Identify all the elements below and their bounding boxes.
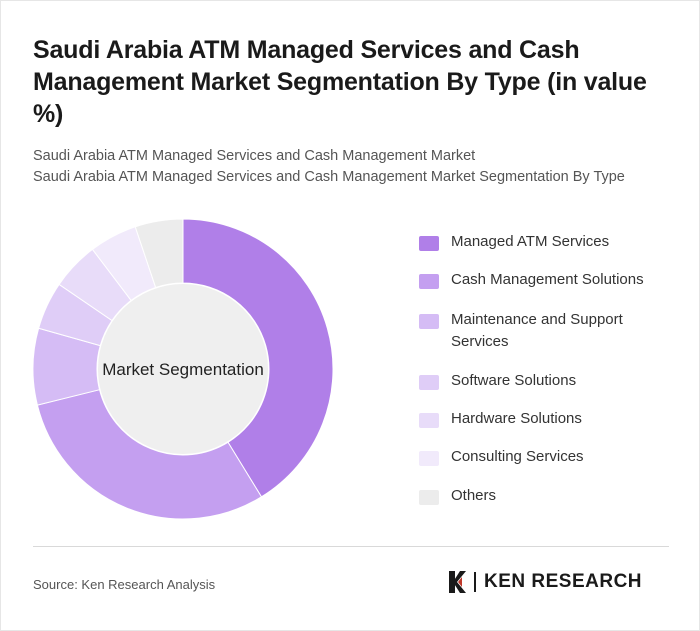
legend-item: Hardware Solutions bbox=[419, 408, 661, 430]
legend-swatch bbox=[419, 274, 439, 289]
slice-managed-atm-services bbox=[182, 218, 334, 498]
legend-label: Hardware Solutions bbox=[451, 410, 582, 427]
legend-swatch bbox=[419, 490, 439, 505]
legend-label: Maintenance and Support Services bbox=[451, 311, 623, 350]
subtitle-line-2: Saudi Arabia ATM Managed Services and Ca… bbox=[33, 169, 625, 185]
donut-center bbox=[98, 284, 268, 454]
legend-item: Managed ATM Services bbox=[419, 231, 661, 253]
subtitle-line-1: Saudi Arabia ATM Managed Services and Ca… bbox=[33, 148, 476, 164]
legend-label: Consulting Services bbox=[451, 448, 584, 465]
ken-research-logo: KEN RESEARCH bbox=[448, 570, 642, 594]
center-label: Market Segmentation bbox=[102, 360, 264, 379]
legend-swatch bbox=[419, 314, 439, 329]
slice-others bbox=[134, 218, 184, 289]
logo-text: KEN RESEARCH bbox=[484, 571, 643, 592]
logo-separator bbox=[474, 572, 476, 592]
legend-item: Software Solutions bbox=[419, 370, 661, 392]
source-note: Source: Ken Research Analysis bbox=[33, 577, 216, 592]
legend-label: Cash Management Solutions bbox=[451, 271, 644, 288]
ken-research-logo-icon bbox=[449, 571, 466, 593]
slice-cash-management-solutions bbox=[36, 389, 263, 520]
legend-item: Maintenance and Support Services bbox=[419, 309, 661, 353]
legend-item: Others bbox=[419, 485, 661, 507]
legend-swatch bbox=[419, 413, 439, 428]
chart-title: Saudi Arabia ATM Managed Services and Ca… bbox=[33, 36, 647, 128]
legend-swatch bbox=[419, 236, 439, 251]
chart-subtitle: Saudi Arabia ATM Managed Services and Ca… bbox=[33, 146, 683, 188]
legend-label: Managed ATM Services bbox=[451, 233, 610, 250]
donut-chart: Market Segmentation bbox=[32, 218, 334, 520]
legend-item: Cash Management Solutions bbox=[419, 269, 661, 291]
legend-swatch bbox=[419, 451, 439, 466]
legend-item: Consulting Services bbox=[419, 446, 661, 468]
legend-label: Software Solutions bbox=[451, 372, 577, 389]
legend-swatch bbox=[419, 375, 439, 390]
footer-divider bbox=[33, 546, 669, 547]
legend-label: Others bbox=[451, 487, 497, 504]
